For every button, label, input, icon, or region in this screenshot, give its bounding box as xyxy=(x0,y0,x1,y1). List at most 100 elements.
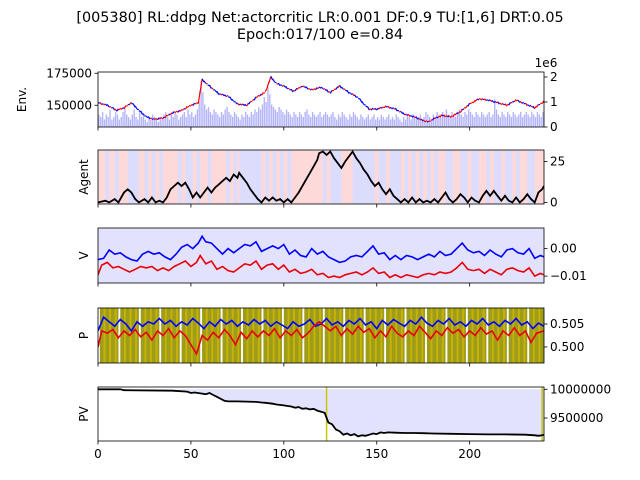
action-stripe xyxy=(480,150,483,204)
volume-bar xyxy=(258,107,260,127)
price-segment xyxy=(419,118,422,121)
action-stripe xyxy=(229,150,233,204)
action-stripe xyxy=(133,150,136,204)
action-stripe xyxy=(98,150,101,204)
p-stripe xyxy=(451,308,454,363)
volume-bar xyxy=(378,119,381,127)
volume-bar xyxy=(148,117,150,127)
price-segment xyxy=(458,111,461,114)
action-stripe xyxy=(129,150,132,204)
p-stripe xyxy=(241,308,244,363)
p-stripe xyxy=(441,308,444,363)
price-segment xyxy=(181,108,184,111)
volume-bar xyxy=(185,117,187,127)
volume-bar xyxy=(246,114,249,127)
volume-bar xyxy=(414,117,416,127)
action-stripe xyxy=(391,150,394,204)
volume-bar xyxy=(191,112,193,127)
p-stripe xyxy=(322,308,326,363)
p-stripe xyxy=(415,308,418,363)
volume-bar xyxy=(518,114,520,127)
volume-bar xyxy=(479,117,481,127)
p-stripe xyxy=(213,308,216,363)
action-stripe xyxy=(242,150,246,204)
volume-bar xyxy=(215,112,217,127)
volume-bar xyxy=(492,114,494,127)
volume-bar xyxy=(261,104,264,127)
volume-bar xyxy=(410,119,412,127)
volume-bar xyxy=(250,112,252,127)
p-stripe xyxy=(419,308,422,363)
action-stripe xyxy=(161,150,164,204)
p-stripe xyxy=(393,308,396,363)
action-stripe xyxy=(228,150,231,204)
price-segment xyxy=(352,93,355,97)
series-line-p-red xyxy=(98,320,544,356)
volume-bar xyxy=(280,109,282,127)
p-stripe xyxy=(542,308,544,363)
action-stripe xyxy=(419,150,422,204)
action-stripe xyxy=(222,150,225,204)
price-segment xyxy=(422,119,426,123)
p-stripe xyxy=(101,308,104,363)
action-stripe xyxy=(534,150,537,204)
volume-bar xyxy=(170,114,173,127)
price-segment xyxy=(168,113,171,116)
volume-bar xyxy=(434,117,436,127)
volume-bar xyxy=(441,112,444,127)
volume-bar xyxy=(248,117,251,127)
plot-area-p xyxy=(98,308,544,363)
p-stripe xyxy=(530,308,534,363)
p-stripe xyxy=(449,308,452,363)
volume-bar xyxy=(343,114,345,127)
panel-agent: 0 25 Agent xyxy=(77,149,565,209)
volume-bar xyxy=(488,112,490,127)
volume-bar xyxy=(369,119,371,127)
volume-bar xyxy=(321,117,323,127)
action-stripe xyxy=(174,150,177,204)
y-tick-label: 0.505 xyxy=(550,317,584,331)
price-segment xyxy=(177,109,181,113)
action-stripe xyxy=(137,150,140,204)
p-stripe xyxy=(536,308,539,363)
volume-bar xyxy=(222,114,225,127)
volume-bar xyxy=(265,102,267,127)
p-stripe xyxy=(109,308,112,363)
action-stripe xyxy=(220,150,223,204)
p-stripe xyxy=(120,308,123,363)
p-stripe xyxy=(135,308,138,363)
action-stripe xyxy=(296,150,299,204)
p-stripe xyxy=(287,308,290,363)
action-stripe xyxy=(345,150,348,204)
p-stripe xyxy=(360,308,363,363)
y-tick-label: 0.00 xyxy=(550,242,577,256)
p-stripe xyxy=(335,308,339,363)
p-stripe xyxy=(391,308,394,363)
volume-bar xyxy=(330,114,332,127)
volume-bar xyxy=(120,117,122,127)
volume-bar xyxy=(103,119,106,127)
volume-bar xyxy=(178,119,180,127)
volume-bar xyxy=(157,122,160,127)
volume-bar xyxy=(114,112,117,127)
price-segment xyxy=(261,92,264,96)
price-segment xyxy=(123,105,127,110)
volume-bar xyxy=(546,110,547,128)
action-stripe xyxy=(538,150,541,204)
p-stripe xyxy=(345,308,348,363)
action-stripe xyxy=(233,150,236,204)
volume-bar xyxy=(159,117,161,127)
x-tick-label: 200 xyxy=(458,447,481,461)
volume-bar xyxy=(499,117,501,127)
action-stripe xyxy=(131,150,134,204)
volume-bar xyxy=(233,112,236,127)
p-stripe xyxy=(387,308,391,363)
volume-bar xyxy=(536,112,539,127)
volume-bar xyxy=(287,112,290,127)
price-segment xyxy=(159,117,162,120)
volume-bar xyxy=(523,114,526,127)
price-segment xyxy=(118,108,121,111)
action-stripe xyxy=(294,150,298,204)
p-stripe xyxy=(350,308,353,363)
action-stripe xyxy=(244,150,247,204)
